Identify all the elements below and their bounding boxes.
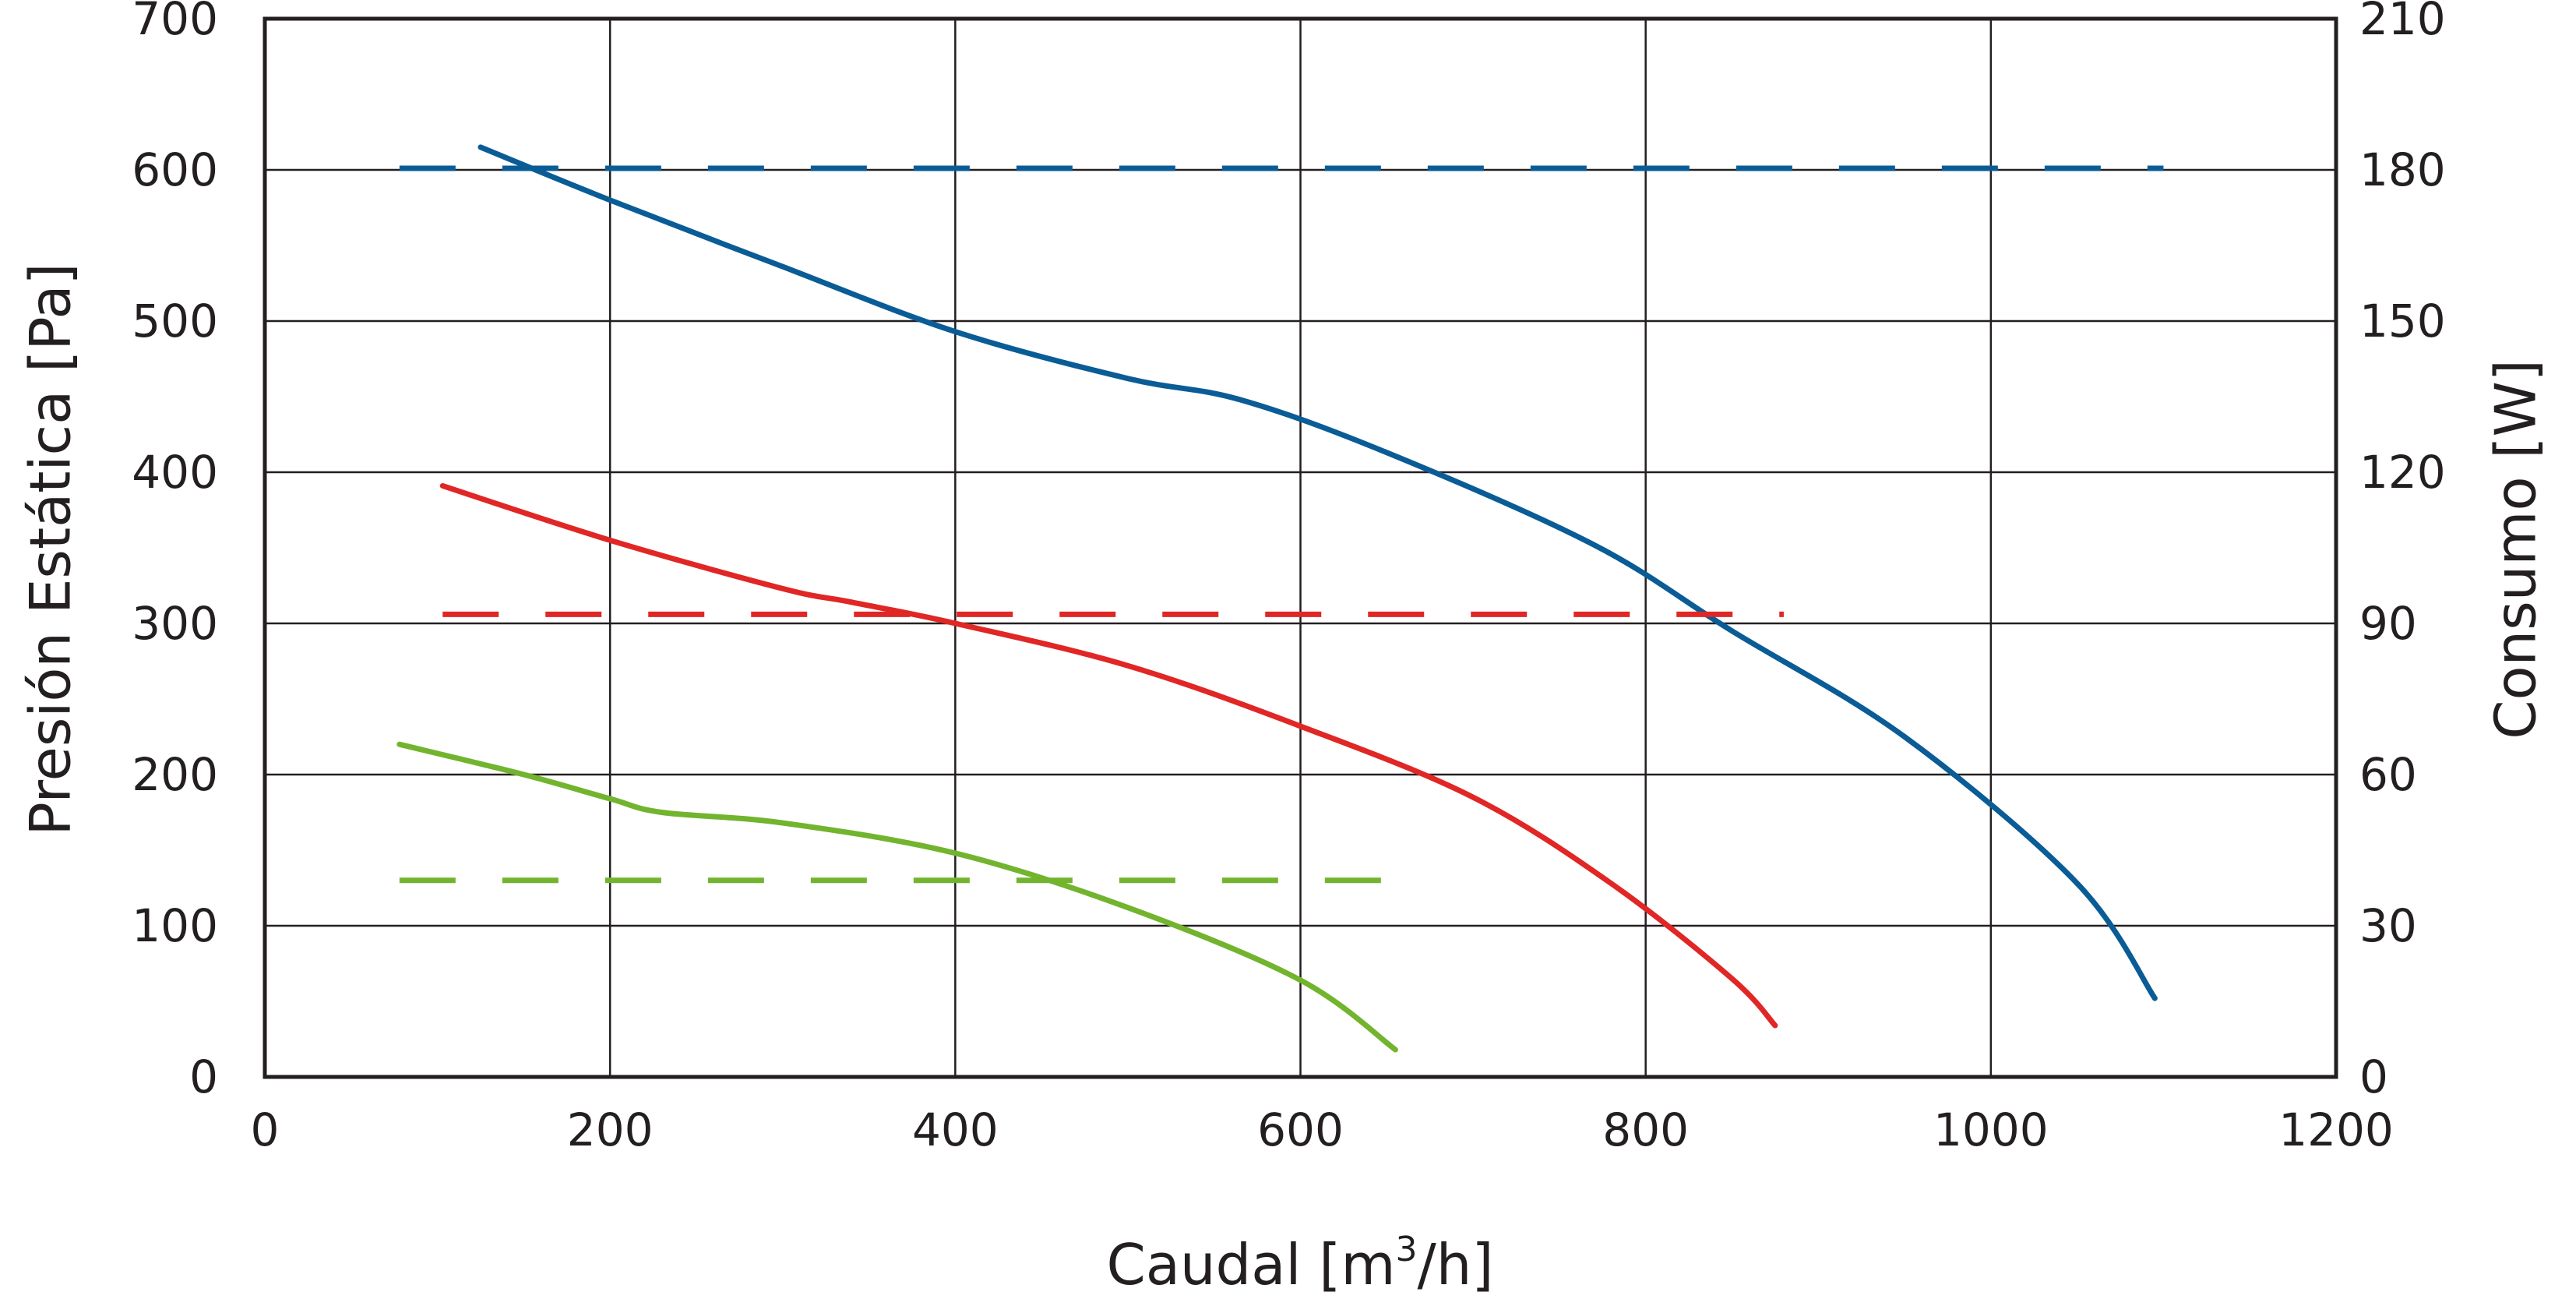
x-axis-label: Caudal [m3/h]	[1107, 1230, 1494, 1297]
x-axis-label-superscript: 3	[1395, 1230, 1417, 1269]
y-right-tick-90: 90	[2359, 597, 2417, 650]
x-axis-label-main: Caudal [m	[1107, 1232, 1396, 1297]
y-right-tick-30: 30	[2359, 899, 2417, 952]
series-pressure-red	[439, 482, 1778, 1029]
y-left-tick-400: 400	[132, 446, 218, 499]
y-right-axis-label: Consumo [W]	[2483, 359, 2549, 740]
x-tick-600: 600	[1257, 1103, 1344, 1156]
x-tick-200: 200	[567, 1103, 654, 1156]
y-left-tick-0: 0	[189, 1050, 218, 1103]
x-tick-1000: 1000	[1933, 1103, 2049, 1156]
y-left-tick-300: 300	[132, 597, 218, 650]
y-left-tick-600: 600	[132, 143, 218, 196]
plot-frame	[263, 16, 2338, 1079]
y-right-tick-150: 150	[2359, 295, 2446, 348]
x-axis-label-tail: /h]	[1417, 1232, 1493, 1297]
x-tick-800: 800	[1602, 1103, 1689, 1156]
tick-labels: 0 200 400 600 800 1000 12000100200300400500600…	[132, 0, 2445, 1156]
y-left-tick-500: 500	[132, 295, 218, 348]
y-left-tick-700: 700	[132, 0, 218, 45]
x-tick-400: 400	[912, 1103, 999, 1156]
series-layer	[396, 144, 2164, 1053]
y-right-tick-60: 60	[2359, 748, 2417, 801]
series-pressure-green	[396, 741, 1398, 1053]
grid	[265, 19, 2336, 1077]
y-right-tick-0: 0	[2359, 1050, 2388, 1103]
x-tick-0: 0	[251, 1103, 280, 1156]
y-left-axis-label: Presión Estática [Pa]	[18, 263, 83, 835]
x-tick-1200: 1200	[2278, 1103, 2394, 1156]
y-left-tick-100: 100	[132, 899, 218, 952]
y-left-tick-200: 200	[132, 748, 218, 801]
y-right-tick-180: 180	[2359, 143, 2446, 196]
y-right-tick-210: 210	[2359, 0, 2446, 45]
y-right-tick-120: 120	[2359, 446, 2446, 499]
series-pressure-blue	[477, 144, 2158, 1001]
